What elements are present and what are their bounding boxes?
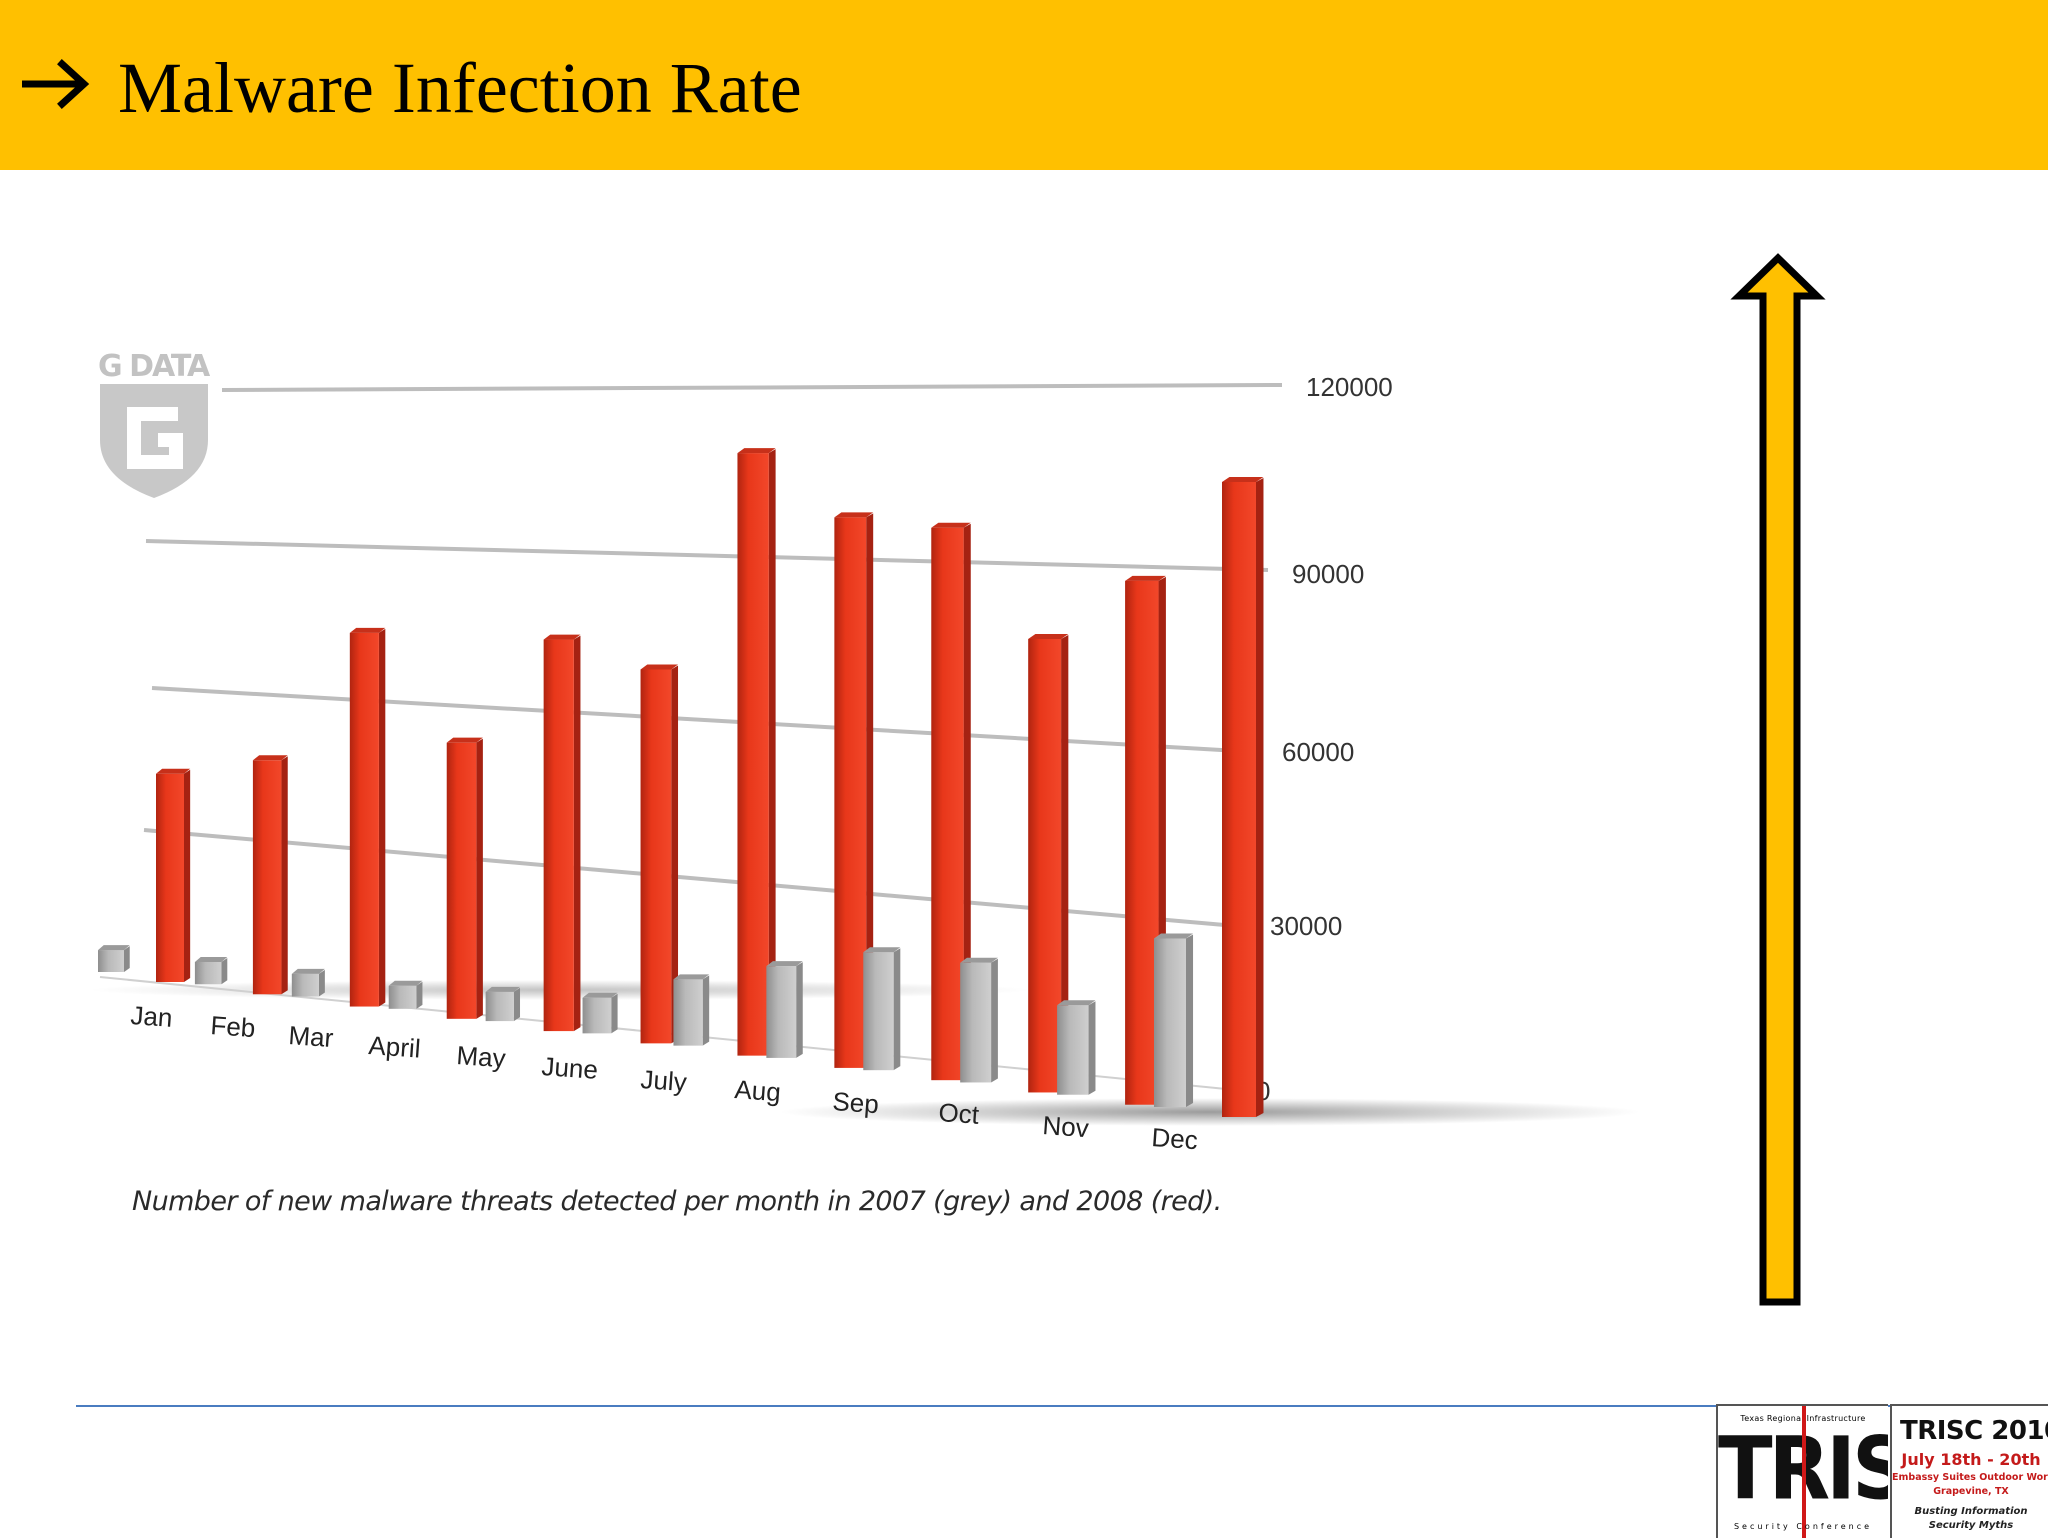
y-axis-ticks: 0300006000090000120000 bbox=[1256, 372, 1393, 1106]
grey-bar bbox=[291, 968, 325, 997]
event-title: TRISC 2010 bbox=[1900, 1416, 2048, 1446]
gdata-logo-text: G DATA bbox=[98, 349, 211, 384]
y-tick-label: 30000 bbox=[1270, 911, 1342, 941]
logo-red-bar bbox=[1802, 1406, 1806, 1538]
grey-bar bbox=[194, 956, 228, 985]
chart-caption: Number of new malware threats detected p… bbox=[132, 1186, 1222, 1217]
red-bar bbox=[1028, 633, 1069, 1093]
grey-bar bbox=[960, 957, 998, 1083]
y-tick-label: 60000 bbox=[1282, 737, 1354, 767]
logo-bottom-text: Security Conference bbox=[1733, 1522, 1873, 1531]
trisc-logo: Texas Regional Infrastructure TRISC Secu… bbox=[1716, 1404, 1888, 1538]
x-tick-label: April bbox=[368, 1030, 422, 1064]
gdata-logo: G DATA bbox=[98, 349, 213, 498]
event-venue: Embassy Suites Outdoor World bbox=[1892, 1472, 2048, 1483]
grey-bar bbox=[673, 974, 710, 1046]
gridline bbox=[145, 539, 1269, 572]
right-arrow-icon bbox=[22, 59, 90, 109]
x-tick-label: May bbox=[456, 1040, 507, 1073]
x-tick-label: Feb bbox=[210, 1010, 257, 1043]
red-bar bbox=[640, 664, 679, 1044]
red-bar bbox=[543, 634, 581, 1032]
x-tick-label: Nov bbox=[1042, 1110, 1090, 1143]
red-bar bbox=[737, 448, 776, 1056]
grey-bar bbox=[1154, 933, 1194, 1107]
x-tick-label: July bbox=[640, 1064, 688, 1097]
y-tick-label: 120000 bbox=[1306, 372, 1393, 402]
red-bar bbox=[1222, 476, 1264, 1118]
title-bar: Malware Infection Rate bbox=[0, 0, 2048, 170]
event-tagline-1: Busting Information bbox=[1914, 1506, 2028, 1517]
gdata-shield-icon bbox=[100, 384, 208, 498]
grey-bar bbox=[388, 980, 423, 1009]
gridlines bbox=[99, 383, 1283, 1091]
x-tick-label: Jan bbox=[130, 1000, 174, 1033]
grey-bar bbox=[766, 961, 803, 1058]
event-city: Grapevine, TX bbox=[1933, 1486, 2009, 1497]
x-tick-label: Aug bbox=[734, 1074, 782, 1107]
red-bar bbox=[252, 755, 288, 995]
x-tick-label: Oct bbox=[938, 1097, 981, 1130]
event-dates: July 18th - 20th bbox=[1901, 1450, 2041, 1469]
gridline bbox=[151, 686, 1257, 754]
red-bar bbox=[446, 737, 483, 1019]
x-tick-label: Mar bbox=[288, 1020, 335, 1053]
x-axis-labels: Jan Feb Mar April May June July Aug Sep Oct Nov Dec bbox=[130, 1000, 1199, 1155]
grey-bar bbox=[485, 986, 521, 1022]
x-tick-label: Sep bbox=[832, 1086, 880, 1119]
event-info-box: TRISC 2010 July 18th - 20th Embassy Suit… bbox=[1890, 1404, 2048, 1538]
y-tick-label: 90000 bbox=[1292, 559, 1364, 589]
grey-bar bbox=[863, 947, 901, 1071]
red-bar bbox=[156, 768, 191, 982]
x-tick-label: June bbox=[541, 1051, 599, 1085]
event-tagline-2: Security Myths bbox=[1928, 1520, 2014, 1531]
gridline bbox=[143, 828, 1237, 928]
gridline bbox=[221, 383, 1283, 392]
footer-divider bbox=[76, 1405, 1972, 1407]
bars bbox=[98, 448, 1264, 1118]
page-title: Malware Infection Rate bbox=[118, 48, 802, 128]
grey-bar bbox=[98, 945, 130, 972]
red-bar bbox=[931, 522, 971, 1081]
up-arrow-icon bbox=[1730, 253, 1826, 1306]
grey-bar bbox=[582, 992, 618, 1034]
x-tick-label: Dec bbox=[1151, 1122, 1199, 1155]
red-bar bbox=[349, 627, 386, 1007]
grey-bar bbox=[1057, 1000, 1096, 1095]
red-bar bbox=[834, 512, 874, 1068]
